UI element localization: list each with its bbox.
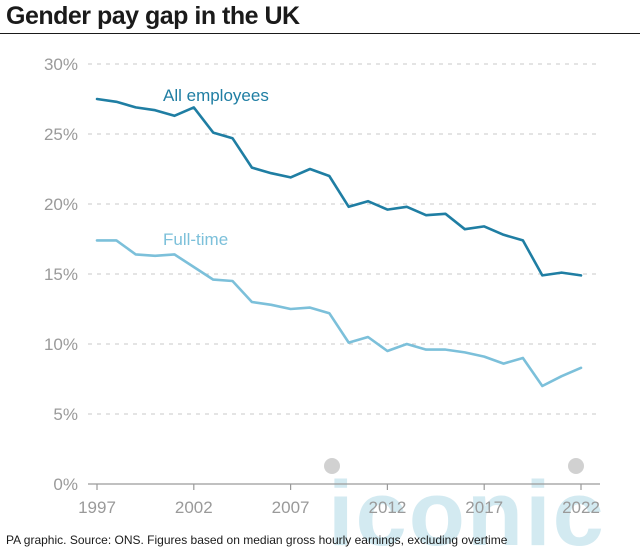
series-label: Full-time	[163, 230, 228, 249]
grid-lines	[88, 63, 600, 415]
x-tick-label: 2017	[465, 498, 503, 517]
series-line-all-employees	[95, 97, 583, 277]
x-tick-label: 2002	[175, 498, 213, 517]
x-tick-label: 1997	[78, 498, 116, 517]
iconic-watermark: iconic	[324, 458, 606, 555]
title-divider	[0, 33, 640, 34]
series-label: All employees	[163, 86, 269, 105]
axes: 0% 5% 10% 15% 20% 25% 30% 1997 2002 2007 2012 2017 2…	[44, 55, 600, 517]
chart-title: Gender pay gap in the UK	[6, 2, 300, 30]
watermark-text: iconic	[328, 463, 606, 555]
data-series	[95, 97, 583, 388]
y-tick-label: 5%	[53, 405, 78, 424]
y-tick-label: 0%	[53, 475, 78, 494]
x-tick-label: 2007	[272, 498, 310, 517]
watermark-dot-right	[568, 458, 584, 474]
series-line-full-time	[95, 239, 583, 388]
source-note: PA graphic. Source: ONS. Figures based o…	[6, 533, 508, 547]
x-tick-label: 2012	[368, 498, 406, 517]
x-tick-label: 2022	[562, 498, 600, 517]
y-tick-label: 30%	[44, 55, 78, 74]
watermark-dot-left	[324, 458, 340, 474]
y-tick-label: 25%	[44, 125, 78, 144]
series-labels: All employees Full-time	[163, 86, 269, 249]
y-tick-label: 20%	[44, 195, 78, 214]
y-tick-label: 15%	[44, 265, 78, 284]
y-tick-label: 10%	[44, 335, 78, 354]
